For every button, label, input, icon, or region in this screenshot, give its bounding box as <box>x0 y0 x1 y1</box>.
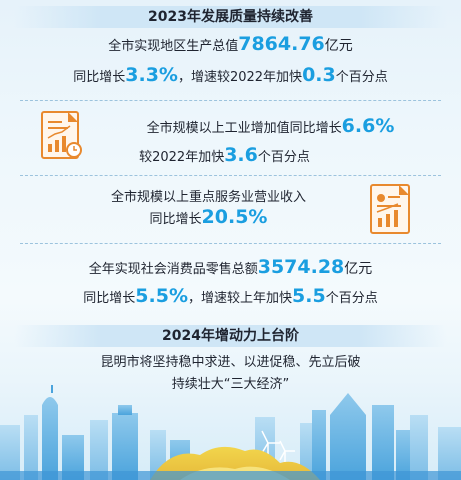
industry-prefix: 全市规模以上工业增加值同比增长 <box>146 121 342 136</box>
retail-accel: 5.5 <box>292 285 326 307</box>
city-skyline-illustration <box>0 385 461 480</box>
services-line-2: 同比增长20.5% <box>0 206 439 228</box>
industry-line-2: 较2022年加快3.6个百分点 <box>0 144 455 166</box>
retail-line-2: 同比增长5.5%，增速较上年加快5.5个百分点 <box>0 285 461 307</box>
services-growth-prefix: 同比增长 <box>149 212 202 227</box>
industry-line-1: 全市规模以上工业增加值同比增长6.6% <box>40 115 461 137</box>
section-title-2023: 2023年发展质量持续改善 <box>14 6 447 28</box>
section-title-2024: 2024年增动力上台阶 <box>14 325 447 347</box>
gdp-unit: 亿元 <box>324 38 353 54</box>
retail-accel-unit: 个百分点 <box>325 291 378 306</box>
services-growth: 20.5% <box>201 206 268 228</box>
services-line-1: 全市规模以上重点服务业营业收入 <box>110 190 306 205</box>
retail-value: 3574.28 <box>257 256 345 278</box>
gdp-prefix: 全市实现地区生产总值 <box>108 39 239 54</box>
industry-accel-unit: 个百分点 <box>257 150 310 165</box>
gdp-line-2: 同比增长3.3%，增速较2022年加快0.3个百分点 <box>0 64 461 86</box>
retail-prefix: 全年实现社会消费品零售总额 <box>88 262 258 277</box>
outlook-line-1: 昆明市将坚持稳中求进、以进促稳、先立后破 <box>100 355 361 370</box>
retail-sep: ，增速较上年加快 <box>188 291 293 306</box>
divider-3 <box>20 243 441 244</box>
gdp-accel: 0.3 <box>302 64 336 86</box>
outlook-line-2: 持续壮大“三大经济” <box>171 377 290 392</box>
retail-line-1: 全年实现社会消费品零售总额3574.28亿元 <box>0 256 461 278</box>
gdp-growth: 3.3% <box>125 64 178 86</box>
industry-accel-prefix: 较2022年加快 <box>139 150 225 165</box>
gdp-value: 7864.76 <box>238 33 325 55</box>
gdp-line-1: 全市实现地区生产总值7864.76亿元 <box>0 33 461 55</box>
retail-growth: 5.5% <box>135 285 188 307</box>
document-chart-icon-2 <box>368 182 414 242</box>
divider-2 <box>20 175 441 176</box>
gdp-sep: ，增速较2022年加快 <box>177 70 303 85</box>
divider-1 <box>20 100 441 101</box>
gdp-accel-unit: 个百分点 <box>335 70 388 85</box>
industry-growth: 6.6% <box>341 115 395 137</box>
industry-accel: 3.6 <box>224 144 258 166</box>
document-chart-icon <box>38 110 86 168</box>
retail-growth-prefix: 同比增长 <box>83 291 136 306</box>
retail-unit: 亿元 <box>344 261 373 277</box>
gdp-growth-prefix: 同比增长 <box>73 70 126 85</box>
